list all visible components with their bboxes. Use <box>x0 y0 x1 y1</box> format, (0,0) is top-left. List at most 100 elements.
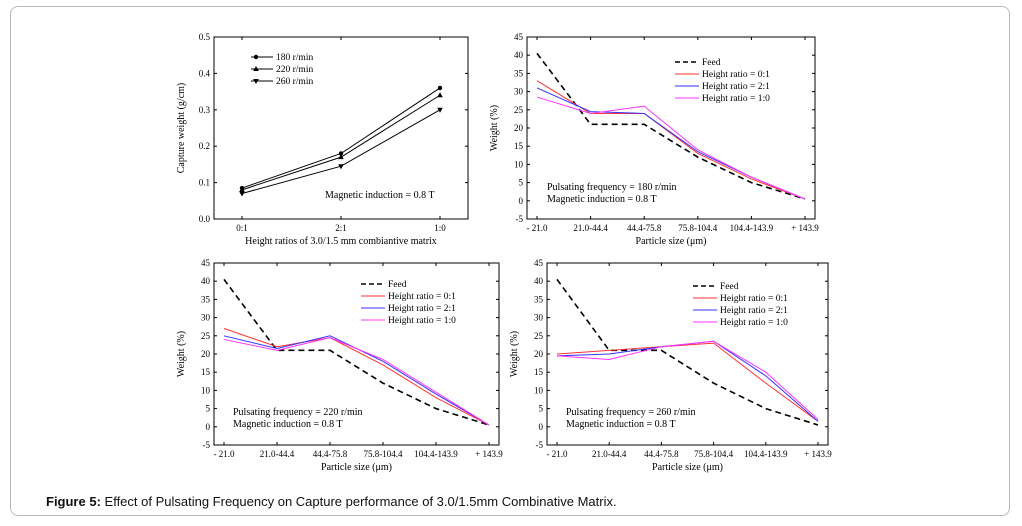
y-tick-label: 15 <box>514 141 524 151</box>
annotation: Magnetic induction = 0.8 T <box>566 419 676 430</box>
x-tick-label: 104.4-143.9 <box>414 449 458 459</box>
y-tick-label: 5 <box>519 178 524 188</box>
legend-label: Height ratio = 0:1 <box>702 70 770 80</box>
x-tick-label: 104.4-143.9 <box>730 223 774 233</box>
y-tick-label: 30 <box>514 87 524 97</box>
legend-label: Height ratio = 2:1 <box>388 304 456 314</box>
y-tick-label: 0.5 <box>199 32 211 42</box>
y-tick-label: -5 <box>203 440 211 450</box>
y-tick-label: 40 <box>514 50 524 60</box>
x-tick-label: 2:1 <box>335 223 347 233</box>
legend-marker <box>253 79 259 84</box>
x-tick-label: 21.0-44.4 <box>260 449 295 459</box>
data-point <box>239 186 245 192</box>
series-1 <box>556 278 819 426</box>
chart-panel-3: -5 0 5 10 15 20 25 30 35 40 45 - 21.0 21.0-44.4 44.4-… <box>176 258 503 473</box>
series-line <box>556 340 819 420</box>
x-tick-label: 44.4-75.8 <box>644 449 679 459</box>
legend-label: 220 r/min <box>276 65 313 75</box>
legend-label: Feed <box>720 282 739 292</box>
series-2 <box>556 342 819 422</box>
y-tick-label: 10 <box>514 159 524 169</box>
chart-panel-4: -5 0 5 10 15 20 25 30 35 40 45 - 21.0 21.0-44.4 44.4-… <box>509 258 832 473</box>
legend-label: Height ratio = 1:0 <box>702 94 770 104</box>
y-tick-label: 0 <box>539 422 544 432</box>
series-2 <box>223 328 490 426</box>
figure-caption: Figure 5: Effect of Pulsating Frequency … <box>46 494 617 509</box>
legend-marker <box>253 54 259 60</box>
series-line <box>223 337 490 426</box>
y-tick-label: 30 <box>534 313 544 323</box>
y-tick-label: 40 <box>201 276 211 286</box>
y-tick-label: 45 <box>534 258 544 268</box>
y-tick-label: 45 <box>514 32 524 42</box>
data-point <box>338 154 344 160</box>
caption-text: Effect of Pulsating Frequency on Capture… <box>100 494 617 509</box>
y-tick-label: 0.1 <box>199 178 210 188</box>
y-tick-label: -5 <box>536 440 544 450</box>
legend-label: Height ratio = 1:0 <box>720 318 788 328</box>
x-tick-label: 104.4-143.9 <box>744 449 788 459</box>
y-tick-label: 35 <box>534 294 544 304</box>
data-point <box>338 164 344 170</box>
y-tick-label: 0 <box>206 422 211 432</box>
y-tick-label: 20 <box>201 349 211 359</box>
y-tick-label: 25 <box>201 331 211 341</box>
x-tick-label: - 21.0 <box>527 223 548 233</box>
y-tick-label: 35 <box>201 294 211 304</box>
y-tick-label: 5 <box>206 404 211 414</box>
y-tick-label: 0 <box>519 196 524 206</box>
y-tick-label: 5 <box>539 404 544 414</box>
legend-label: 180 r/min <box>276 53 313 63</box>
x-tick-label: + 143.9 <box>475 449 503 459</box>
chart-panel-2: -5 0 5 10 15 20 25 30 35 40 45 - 21.0 21.0-44.4 44.4-… <box>489 32 819 247</box>
y-tick-label: 0.2 <box>199 141 210 151</box>
series-3 <box>239 107 443 197</box>
figure-frame: 0.0 0.1 0.2 0.3 0.4 0.5 0:1 2:1 1:0 Height ratios… <box>10 6 1010 516</box>
x-tick-label: 21.0-44.4 <box>592 449 627 459</box>
y-tick-label: 30 <box>201 313 211 323</box>
series-4 <box>536 96 806 200</box>
legend-label: Feed <box>388 280 407 290</box>
y-tick-label: 10 <box>201 385 211 395</box>
legend-label: Feed <box>702 58 721 68</box>
series-4 <box>556 340 819 420</box>
chart-panel-1: 0.0 0.1 0.2 0.3 0.4 0.5 0:1 2:1 1:0 Height ratios… <box>176 32 469 247</box>
x-axis-label: Particle size (μm) <box>636 236 707 247</box>
y-tick-label: 0.0 <box>199 214 211 224</box>
y-tick-label: 25 <box>534 331 544 341</box>
series-line <box>223 278 490 426</box>
data-point <box>338 151 344 156</box>
x-axis-label: Height ratios of 3.0/1.5 mm combiantive … <box>245 236 437 247</box>
chart-capture-weight: 0.0 0.1 0.2 0.3 0.4 0.5 0:1 2:1 1:0 Height ratios… <box>176 32 832 473</box>
figure-panel: 0.0 0.1 0.2 0.3 0.4 0.5 0:1 2:1 1:0 Height ratios… <box>163 25 863 481</box>
series-line <box>536 96 806 200</box>
x-tick-label: 21.0-44.4 <box>573 223 608 233</box>
x-tick-label: + 143.9 <box>804 449 832 459</box>
y-tick-label: 0.3 <box>199 105 211 115</box>
series-line <box>223 328 490 426</box>
y-tick-label: 40 <box>534 276 544 286</box>
annotation: Magnetic induction = 0.8 T <box>325 190 435 201</box>
caption-label: Figure 5: <box>46 494 101 509</box>
legend-label: Height ratio = 2:1 <box>720 306 788 316</box>
x-axis-label: Particle size (μm) <box>321 462 392 473</box>
x-tick-label: 75.8-104.4 <box>694 449 733 459</box>
y-tick-label: 20 <box>534 349 544 359</box>
y-axis-label: Weight (%) <box>176 331 187 377</box>
legend-marker <box>253 66 259 71</box>
series-line <box>241 87 441 189</box>
series-line <box>556 342 819 422</box>
series-line <box>536 52 806 200</box>
x-axis-label: Particle size (μm) <box>652 462 723 473</box>
y-tick-label: 25 <box>514 105 524 115</box>
data-point <box>437 85 443 91</box>
data-point <box>239 191 245 197</box>
y-tick-label: 10 <box>534 385 544 395</box>
legend-label: Height ratio = 0:1 <box>388 292 456 302</box>
series-1 <box>223 278 490 426</box>
y-axis-label: Weight (%) <box>489 105 500 151</box>
series-4 <box>223 337 490 426</box>
series-2 <box>239 92 443 192</box>
legend-label: Height ratio = 0:1 <box>720 294 788 304</box>
